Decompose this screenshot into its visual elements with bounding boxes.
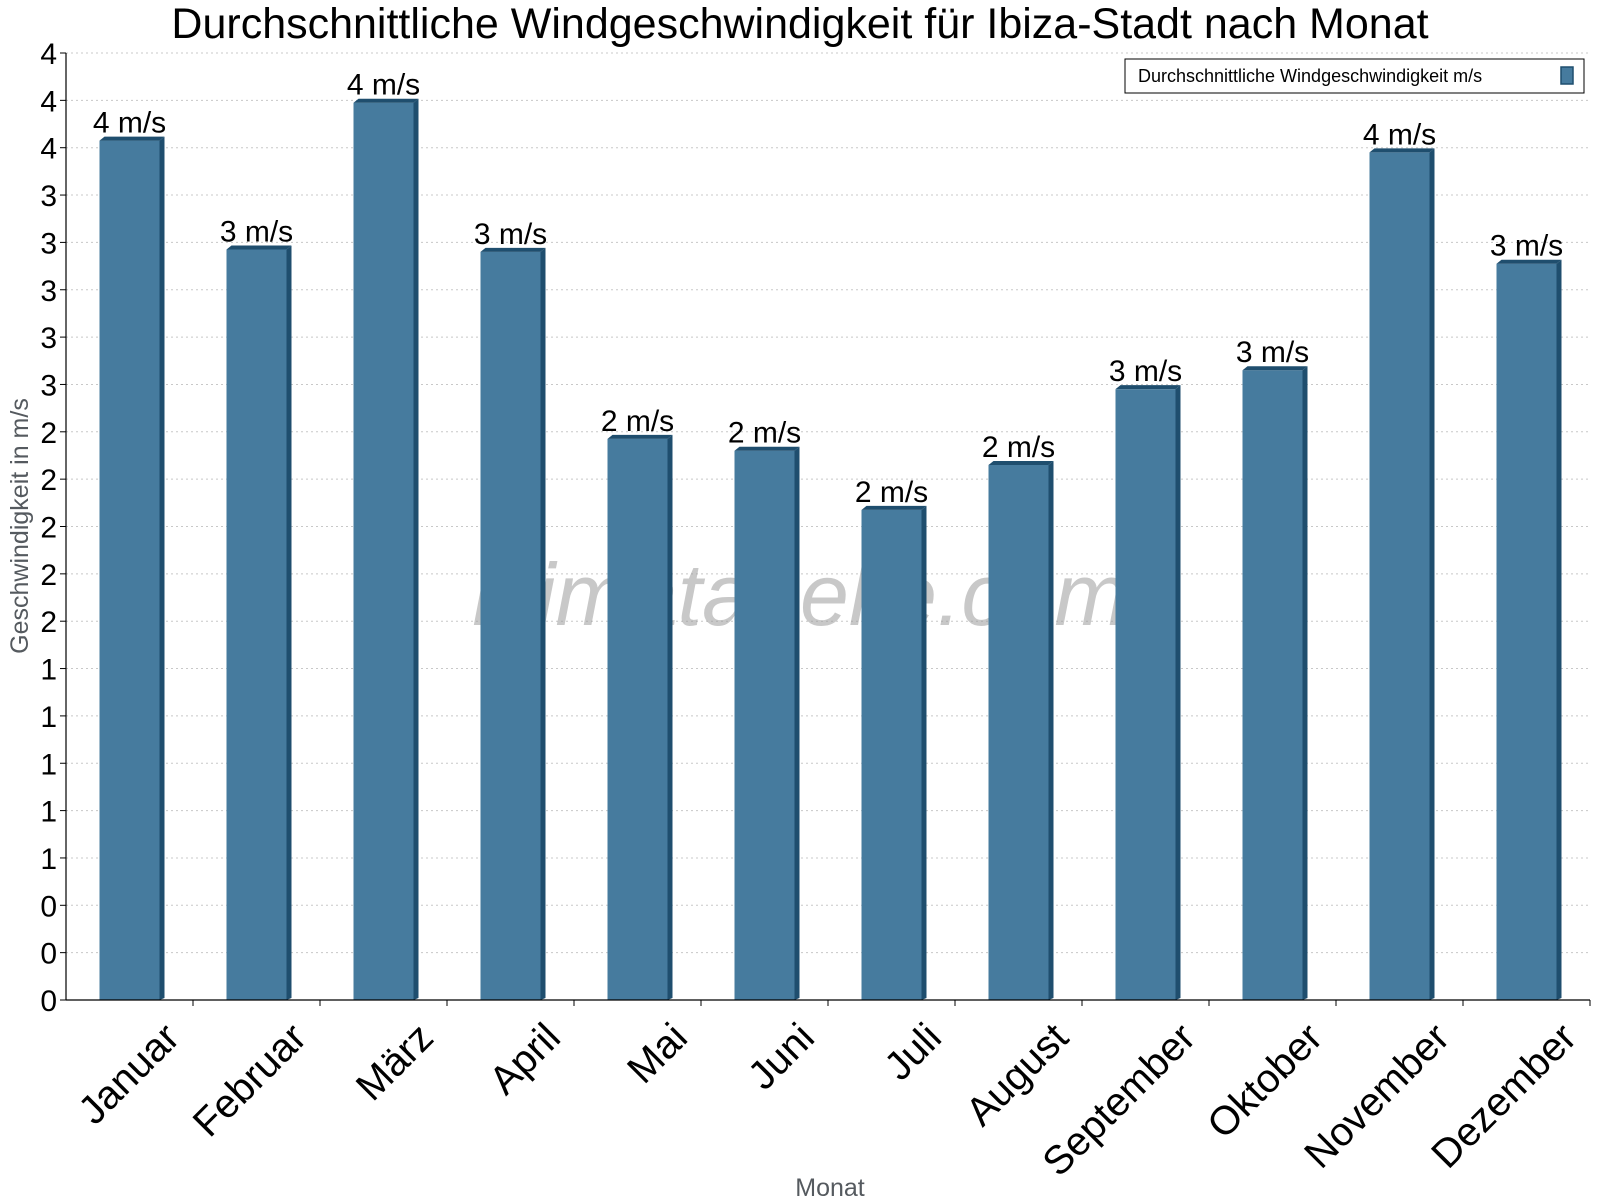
y-tick-label: 3 — [40, 227, 57, 260]
y-tick-label: 3 — [40, 180, 57, 213]
y-tick-label: 2 — [40, 559, 57, 592]
bar-side — [1175, 385, 1181, 1000]
x-tick-label: April — [481, 1015, 569, 1103]
y-tick-label: 2 — [40, 464, 57, 497]
y-tick-label: 0 — [40, 890, 57, 923]
bar-side — [667, 434, 673, 1001]
y-tick-label: 4 — [40, 133, 57, 166]
bar-side — [1429, 148, 1435, 1000]
data-label: 3 m/s — [1109, 355, 1182, 388]
y-tick-labels: 0 0 0 1 1 1 1 1 2 2 2 2 2 3 3 3 3 3 4 4 4 — [40, 38, 57, 1018]
data-labels: 4 m/s 3 m/s 4 m/s 3 m/s 2 m/s 2 m/s 2 m/s 2 m/s… — [93, 69, 1563, 509]
bar-top — [1115, 385, 1181, 390]
bar-top — [734, 446, 800, 451]
data-label: 4 m/s — [347, 69, 420, 102]
legend-swatch — [1560, 66, 1574, 85]
bar-side — [921, 505, 927, 1000]
bar-top — [988, 460, 1054, 465]
data-label: 4 m/s — [93, 107, 166, 140]
bar-top — [353, 98, 419, 103]
x-tick-label: Mai — [619, 1015, 696, 1092]
y-tick-label: 1 — [40, 748, 57, 781]
x-tick-label: Februar — [185, 1015, 315, 1145]
x-tick-label: Juli — [876, 1015, 950, 1089]
y-tick-label: 1 — [40, 654, 57, 687]
bar — [226, 249, 287, 1000]
bar — [1242, 370, 1303, 1000]
data-label: 2 m/s — [982, 431, 1055, 464]
y-tick-label: 2 — [40, 417, 57, 450]
bar — [353, 102, 414, 1000]
x-tick-label: Juni — [740, 1015, 823, 1098]
x-tick-label: März — [348, 1015, 442, 1109]
bar — [607, 438, 668, 1001]
y-tick-label: 3 — [40, 275, 57, 308]
y-axis-title: Geschwindigkeit in m/s — [6, 398, 34, 654]
bar — [1115, 389, 1176, 1000]
y-tick-label: 4 — [40, 38, 57, 71]
bar-side — [540, 247, 546, 1000]
bar-top — [99, 136, 165, 141]
data-label: 3 m/s — [474, 218, 547, 251]
bar-side — [413, 98, 419, 1000]
bar-top — [1242, 366, 1308, 371]
y-tick-label: 1 — [40, 796, 57, 829]
bar-top — [1369, 148, 1435, 153]
data-label: 4 m/s — [1363, 118, 1436, 151]
legend-box — [1124, 58, 1585, 94]
bar-side — [1048, 460, 1054, 1000]
legend: Durchschnittliche Windgeschwindigkeit m/… — [1124, 58, 1585, 94]
bar-side — [159, 136, 165, 1000]
bar-side — [1302, 366, 1308, 1000]
data-label: 2 m/s — [601, 405, 674, 438]
bar — [988, 464, 1049, 1000]
y-tick-label: 4 — [40, 85, 57, 118]
chart-title: Durchschnittliche Windgeschwindigkeit fü… — [171, 0, 1428, 48]
data-label: 2 m/s — [728, 417, 801, 450]
bar-side — [286, 245, 292, 1000]
data-label: 3 m/s — [1490, 230, 1563, 263]
bar — [1496, 263, 1557, 1000]
bar — [1369, 152, 1430, 1000]
bar-side — [794, 446, 800, 1000]
bar — [734, 450, 795, 1000]
bar — [861, 509, 922, 1000]
y-tick-label: 1 — [40, 701, 57, 734]
bar — [99, 140, 160, 1000]
y-tick-label: 0 — [40, 985, 57, 1018]
bar-top — [861, 505, 927, 510]
data-label: 2 m/s — [855, 476, 928, 509]
x-tick-label: August — [958, 1015, 1077, 1134]
bar — [480, 251, 541, 1000]
y-tick-label: 3 — [40, 369, 57, 402]
x-tick-label: Oktober — [1199, 1015, 1331, 1147]
x-tick-label: Januar — [70, 1015, 188, 1133]
bar-top — [226, 245, 292, 250]
y-tick-label: 2 — [40, 606, 57, 639]
x-axis-title: Monat — [795, 1174, 865, 1200]
bar-top — [607, 434, 673, 439]
y-tick-label: 0 — [40, 938, 57, 971]
grid — [66, 52, 1590, 954]
bars — [99, 98, 1562, 1001]
bar-side — [1556, 259, 1562, 1000]
axes — [60, 52, 1591, 1006]
legend-label: Durchschnittliche Windgeschwindigkeit m/… — [1138, 66, 1482, 86]
bar-top — [1496, 259, 1562, 264]
y-tick-label: 2 — [40, 512, 57, 545]
y-tick-label: 3 — [40, 322, 57, 355]
data-label: 3 m/s — [1236, 336, 1309, 369]
bar-top — [480, 247, 546, 252]
data-label: 3 m/s — [220, 216, 293, 249]
y-tick-label: 1 — [40, 843, 57, 876]
